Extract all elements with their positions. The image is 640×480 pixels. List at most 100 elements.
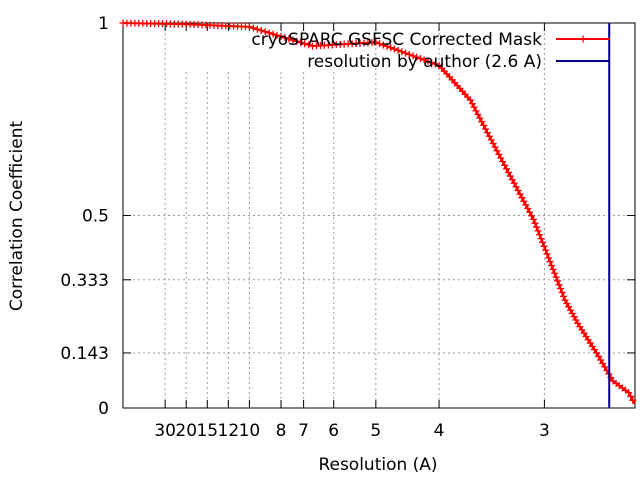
fsc-data-point <box>398 48 406 56</box>
fsc-data-point <box>531 219 539 227</box>
fsc-data-point <box>372 38 380 46</box>
fsc-data-point <box>629 396 637 404</box>
fsc-data-point <box>597 356 605 364</box>
fsc-data-point <box>405 50 413 58</box>
x-tick-label: 12 <box>218 421 240 441</box>
legend-label-fsc: cryoSPARC GSFSC Corrected Mask <box>251 30 542 50</box>
fsc-data-point <box>466 96 474 104</box>
fsc-data-point <box>476 114 484 122</box>
fsc-data-point <box>273 31 281 39</box>
fsc-data-point <box>540 242 548 250</box>
fsc-data-point <box>379 41 387 49</box>
fsc-data-point <box>510 179 518 187</box>
fsc-data-point <box>281 34 289 42</box>
fsc-data-point <box>499 158 507 166</box>
fsc-data-point <box>539 238 547 246</box>
fsc-data-point <box>474 110 482 118</box>
fsc-data-point <box>501 161 509 169</box>
fsc-data-point <box>261 28 269 36</box>
fsc-data-point <box>493 147 501 155</box>
fsc-data-point <box>558 289 566 296</box>
fsc-data-point <box>557 285 565 293</box>
fsc-data-point <box>472 107 480 115</box>
fsc-data-point <box>536 231 544 239</box>
fsc-data-point <box>489 139 497 147</box>
fsc-data-point <box>416 55 424 63</box>
x-tick-label: 10 <box>239 421 261 441</box>
fsc-data-point <box>420 56 428 64</box>
fsc-data-point <box>601 363 609 371</box>
fsc-data-point <box>543 250 551 258</box>
x-tick-label: 20 <box>175 421 197 441</box>
fsc-data-point <box>487 136 495 144</box>
fsc-data-point <box>546 258 554 266</box>
fsc-data-point <box>376 40 384 48</box>
y-tick-label: 0 <box>98 399 109 419</box>
x-ticks: 30 20 15 12 10 8 7 6 5 4 3 <box>154 421 549 441</box>
fsc-data-point <box>402 49 410 57</box>
fsc-data-point <box>537 235 545 243</box>
y-tick-label: 0.143 <box>60 344 109 364</box>
fsc-data-point <box>301 40 309 48</box>
fsc-data-point <box>424 57 432 65</box>
y-ticks: 1 0.5 0.333 0.143 0 <box>60 14 109 419</box>
x-tick-label: 4 <box>434 421 445 441</box>
fsc-data-point <box>592 349 600 357</box>
fsc-data-point <box>485 132 493 140</box>
fsc-data-point <box>409 52 417 60</box>
fsc-data-point <box>390 45 398 53</box>
fsc-data-point <box>495 150 503 158</box>
fsc-data-point <box>528 212 536 220</box>
fsc-data-point <box>512 183 520 191</box>
fsc-data-point <box>532 223 540 231</box>
fsc-data-point <box>542 246 550 254</box>
y-tick-label: 0.5 <box>82 207 109 227</box>
x-tick-label: 5 <box>370 421 381 441</box>
fsc-data-point <box>491 143 499 151</box>
fsc-data-point <box>293 37 301 45</box>
y-tick-label: 0.333 <box>60 271 109 291</box>
fsc-curve-markers <box>119 19 637 404</box>
x-tick-label: 6 <box>328 421 339 441</box>
fsc-data-point <box>627 392 635 400</box>
fsc-data-point <box>524 205 532 213</box>
fsc-data-point <box>508 176 516 184</box>
fsc-data-point <box>253 25 261 33</box>
y-axis-title: Correlation Coefficient <box>7 121 27 312</box>
fsc-data-point <box>413 53 421 61</box>
fsc-data-point <box>470 103 478 111</box>
grid <box>123 23 635 408</box>
fsc-data-point <box>555 281 563 289</box>
x-axis-title: Resolution (A) <box>318 455 437 475</box>
fsc-data-point <box>269 30 277 38</box>
fsc-data-point <box>516 190 524 198</box>
fsc-data-point <box>468 100 476 108</box>
x-tick-label: 7 <box>298 421 309 441</box>
fsc-data-point <box>297 38 305 46</box>
fsc-data-point <box>599 359 607 367</box>
series-layer <box>119 19 637 408</box>
fsc-data-point <box>625 389 633 397</box>
fsc-data-point <box>522 201 530 209</box>
fsc-data-point <box>518 194 526 202</box>
fsc-data-point <box>394 46 402 54</box>
fsc-data-point <box>506 172 514 180</box>
fsc-data-point <box>249 24 257 32</box>
fsc-data-point <box>305 41 313 49</box>
x-tick-label: 8 <box>276 421 287 441</box>
fsc-data-point <box>428 59 436 67</box>
fsc-data-point <box>549 265 557 273</box>
fsc-data-point <box>245 23 253 31</box>
fsc-data-point <box>529 215 537 223</box>
fsc-data-point <box>497 154 505 162</box>
x-tick-label: 3 <box>539 421 550 441</box>
fsc-data-point <box>265 29 273 37</box>
legend-sample-fsc-marker <box>579 35 587 43</box>
fsc-data-point <box>548 262 556 270</box>
fsc-data-point <box>257 26 265 34</box>
fsc-data-point <box>554 277 562 285</box>
fsc-data-point <box>514 186 522 194</box>
fsc-curve-line <box>122 22 636 405</box>
fsc-data-point <box>285 35 293 43</box>
